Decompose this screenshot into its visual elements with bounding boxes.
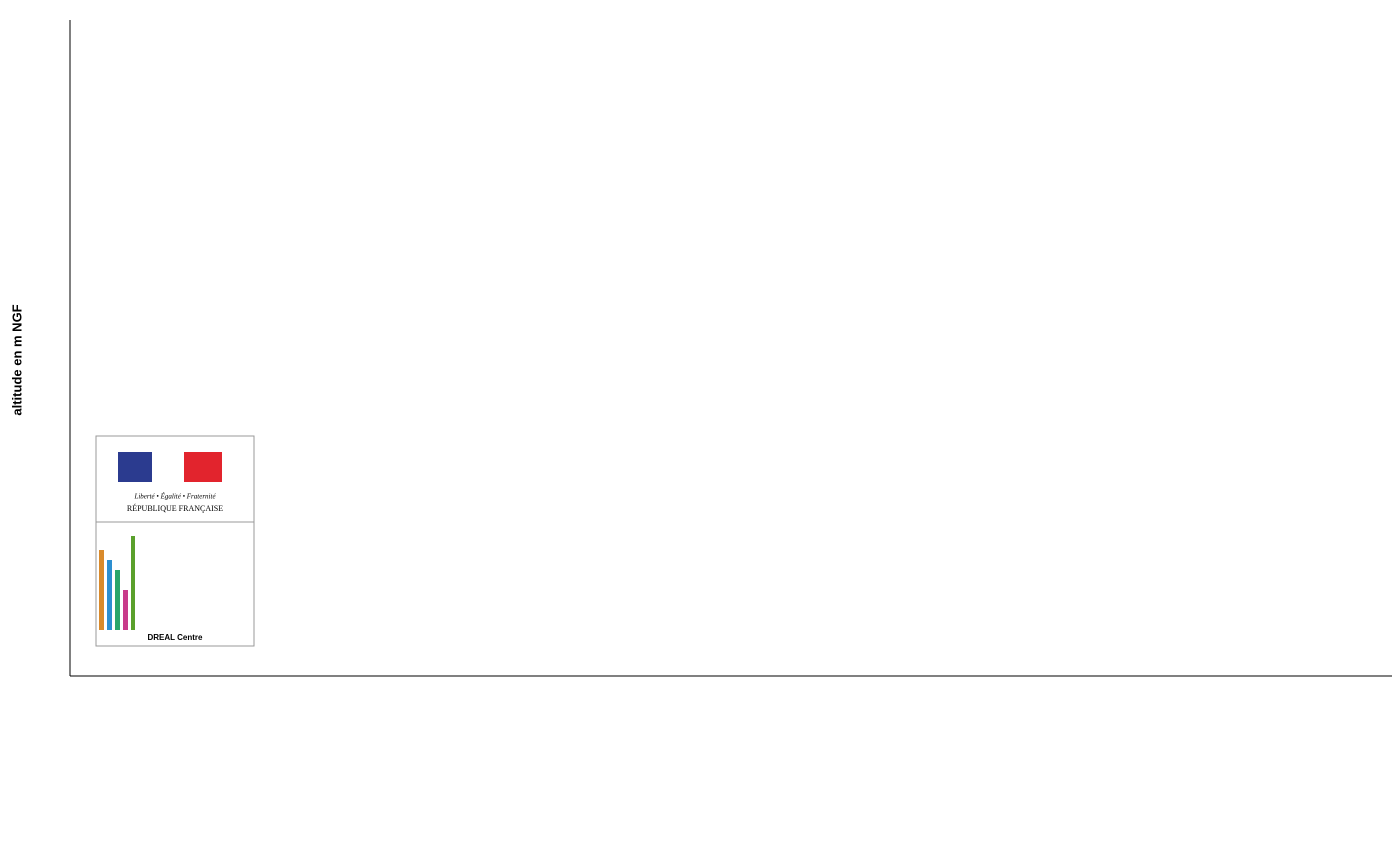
logo-bar	[107, 560, 112, 630]
flag-red	[184, 452, 222, 482]
logo-office: DREAL Centre	[148, 633, 204, 642]
logo-motto: Liberté • Égalité • Fraternité	[133, 493, 216, 501]
flag-blue	[118, 452, 152, 482]
logo: Liberté • Égalité • Fraternité RÉPUBLIQU…	[95, 435, 255, 647]
flag-white	[152, 452, 184, 482]
y-axis-label: altitude en m NGF	[9, 304, 24, 415]
logo-republic: RÉPUBLIQUE FRANÇAISE	[127, 503, 223, 513]
logo-bar	[131, 536, 135, 630]
logo-bar	[115, 570, 120, 630]
logo-bar	[123, 590, 128, 630]
logo-bar	[99, 550, 104, 630]
